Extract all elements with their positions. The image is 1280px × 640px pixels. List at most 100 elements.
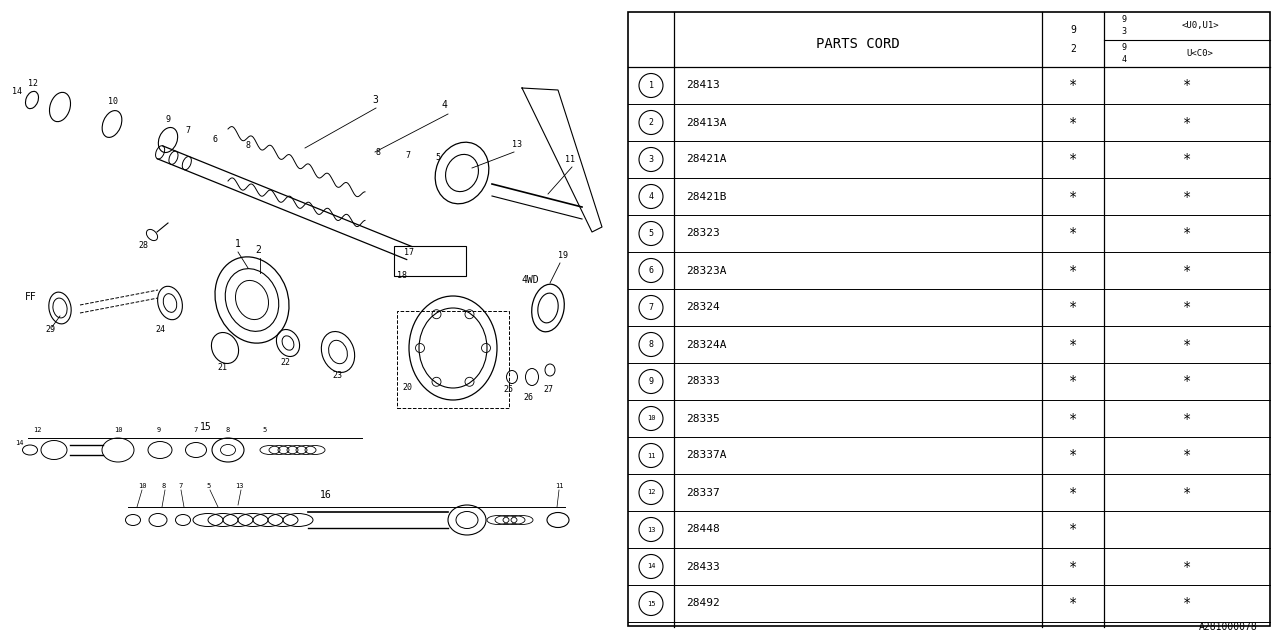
- Text: 28323: 28323: [686, 228, 719, 239]
- Text: 10: 10: [114, 427, 123, 433]
- Text: 15: 15: [646, 600, 655, 607]
- Text: 5: 5: [262, 427, 266, 433]
- Text: *: *: [1069, 227, 1078, 241]
- Text: 8: 8: [225, 427, 229, 433]
- Text: 28433: 28433: [686, 561, 719, 572]
- Text: 7: 7: [186, 126, 191, 135]
- Text: 27: 27: [543, 385, 553, 394]
- Text: 3: 3: [372, 95, 378, 105]
- Text: *: *: [1069, 152, 1078, 166]
- Text: *: *: [1069, 189, 1078, 204]
- Text: 6: 6: [649, 266, 654, 275]
- Text: 21: 21: [218, 363, 227, 372]
- Text: 13: 13: [236, 483, 243, 489]
- Text: 7: 7: [649, 303, 654, 312]
- Bar: [628, 12, 1270, 626]
- Text: U<C0>: U<C0>: [1187, 49, 1213, 58]
- Text: *: *: [1183, 301, 1192, 314]
- Text: 28413A: 28413A: [686, 118, 727, 127]
- Text: 28333: 28333: [686, 376, 719, 387]
- Text: *: *: [1183, 189, 1192, 204]
- Text: 11: 11: [646, 452, 655, 458]
- Bar: [397, 311, 509, 408]
- Text: *: *: [1183, 79, 1192, 93]
- Text: 4: 4: [649, 192, 654, 201]
- Text: *: *: [1183, 449, 1192, 463]
- Text: 8: 8: [649, 340, 654, 349]
- Text: 4: 4: [1121, 55, 1126, 64]
- Text: 28337A: 28337A: [686, 451, 727, 461]
- Text: 4WD: 4WD: [522, 275, 540, 285]
- Text: *: *: [1183, 412, 1192, 426]
- Bar: [394, 246, 466, 276]
- Text: 28421A: 28421A: [686, 154, 727, 164]
- Text: 13: 13: [512, 140, 522, 149]
- Text: 28323A: 28323A: [686, 266, 727, 275]
- Text: 7: 7: [193, 427, 197, 433]
- Text: *: *: [1069, 596, 1078, 611]
- Text: 14: 14: [646, 563, 655, 570]
- Text: 11: 11: [556, 483, 563, 489]
- Text: 12: 12: [33, 427, 41, 433]
- Text: *: *: [1069, 559, 1078, 573]
- Text: *: *: [1183, 264, 1192, 278]
- Text: 10: 10: [108, 97, 118, 106]
- Text: *: *: [1069, 301, 1078, 314]
- Text: 22: 22: [280, 358, 291, 367]
- Text: 8: 8: [246, 141, 251, 150]
- Text: *: *: [1069, 449, 1078, 463]
- Text: 28448: 28448: [686, 525, 719, 534]
- Text: *: *: [1183, 115, 1192, 129]
- Text: 2: 2: [1070, 44, 1076, 54]
- Text: 9: 9: [157, 427, 161, 433]
- Text: *: *: [1069, 115, 1078, 129]
- Text: *: *: [1069, 374, 1078, 388]
- Text: 7: 7: [178, 483, 182, 489]
- Text: 8: 8: [163, 483, 166, 489]
- Text: 15: 15: [200, 422, 211, 432]
- Text: 2: 2: [649, 118, 654, 127]
- Text: 28492: 28492: [686, 598, 719, 609]
- Text: 29: 29: [45, 325, 55, 334]
- Text: *: *: [1183, 486, 1192, 499]
- Text: 20: 20: [402, 383, 412, 392]
- Text: *: *: [1069, 264, 1078, 278]
- Text: 10: 10: [138, 483, 146, 489]
- Text: 16: 16: [320, 490, 332, 500]
- Text: *: *: [1069, 486, 1078, 499]
- Text: *: *: [1069, 412, 1078, 426]
- Text: 3: 3: [649, 155, 654, 164]
- Text: 11: 11: [564, 155, 575, 164]
- Polygon shape: [522, 88, 602, 232]
- Text: *: *: [1183, 337, 1192, 351]
- Text: 23: 23: [332, 371, 342, 380]
- Text: 6: 6: [212, 135, 218, 144]
- Text: 18: 18: [397, 271, 407, 280]
- Text: 1: 1: [649, 81, 654, 90]
- Text: 14: 14: [12, 87, 22, 96]
- Text: 3: 3: [1121, 28, 1126, 36]
- Text: 28335: 28335: [686, 413, 719, 424]
- Text: *: *: [1183, 227, 1192, 241]
- Text: 28: 28: [138, 241, 148, 250]
- Text: 26: 26: [524, 393, 532, 402]
- Text: 9: 9: [1121, 43, 1126, 52]
- Text: 9: 9: [649, 377, 654, 386]
- Text: 28413: 28413: [686, 81, 719, 90]
- Text: *: *: [1183, 374, 1192, 388]
- Text: *: *: [1183, 559, 1192, 573]
- Text: 24: 24: [155, 325, 165, 334]
- Text: 13: 13: [646, 527, 655, 532]
- Text: 5: 5: [206, 483, 210, 489]
- Text: 28324A: 28324A: [686, 339, 727, 349]
- Text: *: *: [1069, 79, 1078, 93]
- Text: <U0,U1>: <U0,U1>: [1181, 21, 1219, 30]
- Text: *: *: [1183, 596, 1192, 611]
- Text: 1: 1: [236, 239, 241, 249]
- Text: 14: 14: [15, 440, 23, 446]
- Text: 19: 19: [558, 251, 568, 260]
- Text: 12: 12: [646, 490, 655, 495]
- Text: 9: 9: [1070, 24, 1076, 35]
- Text: FF: FF: [26, 292, 37, 302]
- Text: 17: 17: [404, 248, 413, 257]
